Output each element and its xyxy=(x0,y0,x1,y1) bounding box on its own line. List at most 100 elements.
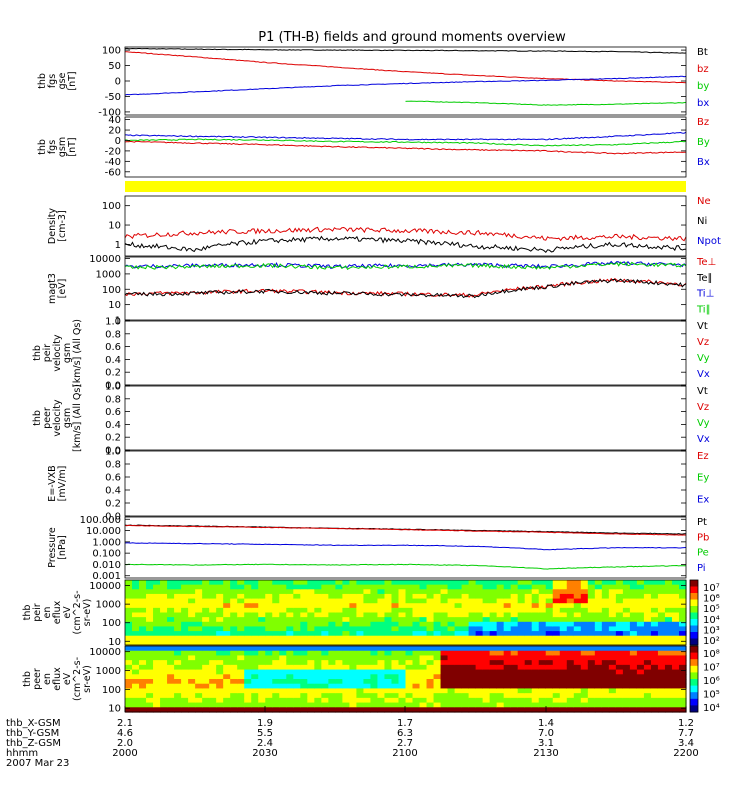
spectrogram-cell xyxy=(615,612,624,618)
spectrogram-cell xyxy=(321,669,329,675)
spectrogram-cell xyxy=(657,631,666,637)
spectrogram-cell xyxy=(419,669,428,675)
spectrogram-cell xyxy=(342,607,350,614)
spectrogram-cell xyxy=(153,607,161,614)
spectrogram-cell xyxy=(370,702,379,708)
spectrogram-cell xyxy=(342,707,350,713)
spectrogram-cell xyxy=(153,635,161,641)
spectrogram-cell xyxy=(503,679,512,685)
y-tick-label: 0.0 xyxy=(105,381,121,392)
spectrogram-cell xyxy=(160,697,168,704)
spectrogram-cell xyxy=(132,626,140,632)
spectrogram-cell xyxy=(615,688,624,694)
spectrogram-cell xyxy=(286,589,294,595)
spectrogram-cell xyxy=(615,669,624,675)
spectrogram-cell xyxy=(237,646,245,652)
spectrogram-cell xyxy=(125,584,133,590)
spectrogram-cell xyxy=(405,635,414,641)
spectrogram-cell xyxy=(335,683,343,690)
spectrogram-cell xyxy=(657,646,666,652)
spectrogram-cell xyxy=(258,688,266,694)
spectrogram-cell xyxy=(552,697,561,704)
spectrogram-cell xyxy=(328,674,336,680)
spectrogram-cell xyxy=(139,697,147,704)
spectrogram-cell xyxy=(440,612,449,618)
spectrogram-cell xyxy=(293,674,301,680)
spectrogram-cell xyxy=(153,688,161,694)
spectrogram-cell xyxy=(300,679,308,685)
spectrogram-cell xyxy=(139,584,147,590)
series-line-Ni xyxy=(124,235,687,254)
spectrogram-cell xyxy=(503,612,512,618)
spectrogram-cell xyxy=(475,660,484,666)
spectrogram-cell xyxy=(160,664,168,671)
spectrogram-cell xyxy=(580,674,589,680)
spectrogram-cell xyxy=(517,589,526,595)
spectrogram-cell xyxy=(615,640,624,646)
spectrogram-cell xyxy=(167,612,175,618)
y-axis-label: Density xyxy=(47,208,58,244)
spectrogram-cell xyxy=(202,693,210,699)
spectrogram-cell xyxy=(391,688,400,694)
spectrogram-cell xyxy=(314,584,322,590)
spectrogram-cell xyxy=(580,621,589,628)
spectrogram-cell xyxy=(307,626,315,632)
spectrogram-cell xyxy=(384,655,393,661)
spectrogram-cell xyxy=(489,674,498,680)
spectrogram-cell xyxy=(391,702,400,708)
spectrogram-cell xyxy=(489,584,498,590)
spectrogram-cell xyxy=(510,607,519,614)
y-axis-label: eflux xyxy=(52,600,63,624)
spectrogram-cell xyxy=(468,679,477,685)
spectrogram-cell xyxy=(223,683,231,690)
spectrogram-cell xyxy=(517,683,526,690)
spectrogram-cell xyxy=(545,598,554,604)
spectrogram-cell xyxy=(517,621,526,628)
spectrogram-cell xyxy=(335,617,343,623)
spectrogram-cell xyxy=(671,669,680,675)
spectrogram-cell xyxy=(356,646,365,652)
spectrogram-cell xyxy=(153,683,161,690)
spectrogram-cell xyxy=(468,631,477,637)
spectrogram-cell xyxy=(482,640,491,646)
spectrogram-cell xyxy=(132,702,140,708)
spectrogram-cell xyxy=(335,702,343,708)
spectrogram-cell xyxy=(321,603,329,609)
spectrogram-cell xyxy=(223,635,231,641)
spectrogram-cell xyxy=(230,612,238,618)
spectrogram-cell xyxy=(650,664,659,671)
spectrogram-cell xyxy=(552,598,561,604)
spectrogram-cell xyxy=(412,683,421,690)
spectrogram-cell xyxy=(503,631,512,637)
spectrogram-cell xyxy=(426,679,435,685)
y-axis-label: eV xyxy=(62,672,73,685)
spectrogram-cell xyxy=(321,640,329,646)
spectrogram-cell xyxy=(258,593,266,600)
spectrogram-cell xyxy=(496,589,505,595)
spectrogram-cell xyxy=(167,683,175,690)
spectrogram-cell xyxy=(433,664,442,671)
spectrogram-cell xyxy=(594,702,603,708)
spectrogram-cell xyxy=(671,674,680,680)
spectrogram-cell xyxy=(664,584,673,590)
spectrogram-cell xyxy=(454,660,463,666)
spectrogram-cell xyxy=(608,683,617,690)
spectrogram-cell xyxy=(265,626,273,632)
spectrogram-cell xyxy=(251,697,259,704)
spectrogram-cell xyxy=(643,688,652,694)
spectrogram-cell xyxy=(202,664,210,671)
spectrogram-cell xyxy=(167,669,175,675)
spectrogram-cell xyxy=(440,593,449,600)
spectrogram-cell xyxy=(622,660,631,666)
spectrogram-cell xyxy=(300,607,308,614)
spectrogram-cell xyxy=(244,679,252,685)
spectrogram-cells xyxy=(125,580,687,646)
spectrogram-cell xyxy=(307,674,315,680)
spectrogram-cell xyxy=(139,669,147,675)
spectrogram-cell xyxy=(251,631,259,637)
spectrogram-cell xyxy=(195,655,203,661)
spectrogram-cell xyxy=(356,640,365,646)
spectrogram-cell xyxy=(370,640,379,646)
spectrogram-cell xyxy=(510,612,519,618)
